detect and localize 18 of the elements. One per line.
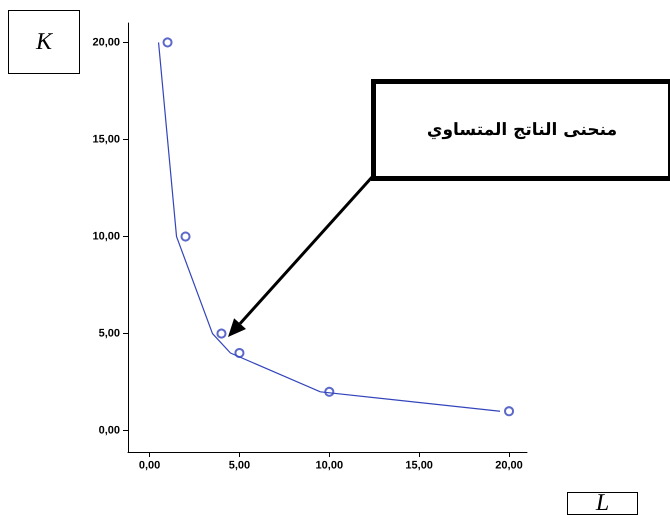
y-axis-title: K bbox=[8, 10, 80, 74]
x-tick-label: 15,00 bbox=[405, 460, 433, 472]
y-tick-label: 5,00 bbox=[98, 328, 120, 340]
y-tick-label: 20,00 bbox=[92, 36, 120, 48]
x-tick-label: 5,00 bbox=[228, 460, 250, 472]
point bbox=[180, 232, 191, 242]
y-tick-label: 10,00 bbox=[92, 230, 120, 243]
point bbox=[234, 348, 244, 358]
x-tick-label: 20,00 bbox=[495, 460, 523, 472]
y-tick-label: 0,00 bbox=[98, 424, 120, 437]
y-tick-label: 15,00 bbox=[92, 133, 120, 146]
x-tick-label: 0,00 bbox=[138, 460, 160, 472]
point bbox=[216, 328, 226, 339]
x-tick-label: 10,00 bbox=[316, 460, 344, 472]
point bbox=[162, 37, 173, 48]
x-axis-title: L bbox=[567, 490, 638, 515]
point bbox=[504, 406, 514, 416]
annotation: منحنى الناتج المتساوي bbox=[371, 79, 670, 181]
